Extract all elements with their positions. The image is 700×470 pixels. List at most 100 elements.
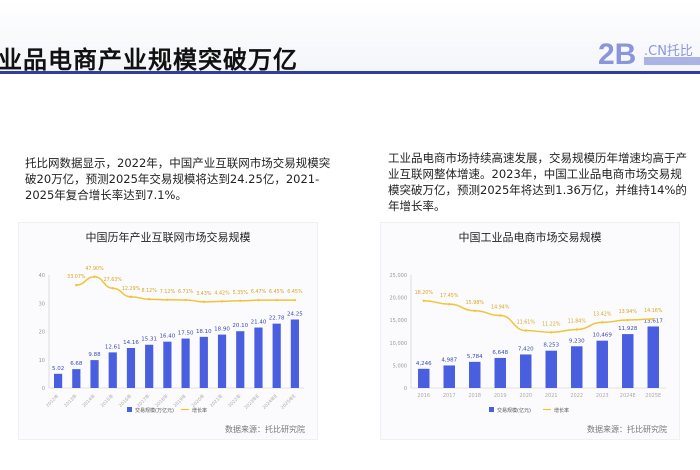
bar-data-label: 10,469	[593, 333, 613, 339]
x-tick-label: 2025年E	[279, 392, 297, 410]
bar-data-label: 9.88	[88, 352, 101, 358]
page-title: 业品电商产业规模突破万亿	[0, 46, 298, 74]
x-tick-label: 2018年	[153, 392, 170, 409]
x-tick-label: 2023	[596, 393, 609, 399]
growth-point	[147, 298, 151, 301]
growth-point	[184, 298, 187, 302]
chart-title: 中国工业品电商市场交易规模	[458, 231, 602, 244]
growth-point	[550, 331, 553, 334]
growth-data-label: 11.61%	[517, 320, 536, 326]
bar-data-label: 5.02	[52, 366, 64, 372]
growth-point	[220, 300, 224, 303]
growth-point	[626, 318, 629, 322]
logo: 2B .CN托比	[598, 38, 700, 72]
x-tick-label: 2025E	[645, 393, 661, 399]
y-tick-label: 10	[39, 358, 45, 364]
logo-mark: 2B	[598, 38, 637, 71]
x-tick-label: 2024年E	[261, 392, 279, 410]
growth-point	[422, 299, 425, 302]
x-tick-label: 2015年	[99, 392, 116, 409]
legend-bar-label: 交易规模(万亿元)	[135, 407, 174, 414]
bar	[108, 352, 117, 388]
x-tick-label: 2021	[545, 393, 558, 399]
bar	[254, 327, 263, 388]
growth-data-label: 3.43%	[196, 291, 212, 297]
growth-data-label: 12.29%	[122, 286, 141, 292]
x-tick-label: 2022年	[226, 392, 243, 409]
legend-bar-label: 交易规模(亿元)	[497, 407, 531, 414]
growth-data-label: 27.63%	[104, 277, 123, 283]
growth-data-label: 6.45%	[287, 289, 303, 295]
bar	[520, 354, 532, 388]
chart-source: 数据来源：托比研究院	[225, 425, 305, 434]
bar-data-label: 5,784	[467, 354, 483, 360]
growth-point	[257, 298, 260, 302]
growth-data-label: 6.47%	[251, 289, 267, 295]
bar	[236, 331, 245, 388]
logo-tagline-bar	[644, 57, 700, 65]
bar	[163, 341, 172, 388]
legend-bar-swatch	[489, 407, 494, 412]
growth-data-label: 7.12%	[160, 289, 176, 295]
y-tick-label: 20	[39, 330, 45, 336]
y-tick-label: 25,000	[390, 273, 408, 279]
bar-data-label: 14.16	[123, 340, 139, 346]
x-tick-label: 2019年	[172, 392, 189, 409]
bar-data-label: 11,928	[618, 326, 638, 332]
legend-bar-swatch	[127, 407, 132, 412]
growth-point	[129, 295, 133, 299]
x-tick-label: 2017	[443, 393, 456, 399]
growth-data-label: 47.90%	[85, 266, 104, 272]
bar	[494, 357, 506, 388]
x-tick-label: 2016	[417, 393, 430, 399]
growth-point	[93, 275, 96, 278]
growth-data-label: 6.45%	[269, 289, 285, 295]
x-tick-label: 2017年	[135, 392, 152, 409]
bar	[443, 365, 455, 388]
growth-point	[448, 302, 451, 306]
x-tick-label: 2012年	[44, 392, 61, 409]
right-paragraph: 工业品电商市场持续高速发展，交易规模历年增速均高于产业互联网整体增速。2023年…	[388, 151, 687, 213]
growth-data-label: 15.98%	[466, 300, 485, 306]
x-tick-label: 2014年	[81, 392, 98, 409]
bar-data-label: 16.40	[160, 334, 176, 340]
bar-data-label: 22.78	[269, 316, 285, 322]
chart-source: 数据来源：托比研究院	[587, 425, 667, 434]
chart-svg: 0 5,000 10,000 15,000 20,000 25,000 4,246 2016 4…	[390, 273, 666, 414]
growth-line	[423, 300, 654, 334]
growth-point	[111, 287, 114, 290]
x-tick-label: 2019	[494, 393, 507, 399]
bar-data-label: 17.50	[178, 331, 194, 337]
growth-data-label: 33.07%	[67, 274, 86, 280]
growth-data-label: 6.71%	[178, 289, 194, 295]
x-tick-label: 2023年E	[243, 392, 261, 410]
growth-data-label: 4.42%	[214, 290, 230, 296]
y-tick-label: 30	[39, 301, 45, 307]
growth-point	[75, 283, 78, 287]
x-tick-label: 2016年	[117, 392, 134, 409]
header: 业品电商产业规模突破万亿 2B .CN托比	[0, 0, 700, 74]
growth-point	[473, 309, 476, 312]
bar	[622, 334, 634, 388]
bar-data-label: 20.10	[232, 323, 248, 329]
industrial-ecommerce-chart: 中国工业品电商市场交易规模 0 5,000 10,000 15,000 20,000 25…	[380, 222, 680, 440]
bar-data-label: 6,648	[492, 350, 508, 356]
growth-point	[166, 298, 169, 301]
bar	[72, 369, 81, 388]
logo-text: .CN托比	[644, 44, 693, 59]
bar	[90, 360, 99, 388]
bar	[217, 334, 227, 388]
bar	[647, 326, 659, 388]
bar	[545, 350, 557, 388]
growth-data-label: 11.84%	[568, 319, 587, 325]
bar-data-label: 4,987	[441, 357, 457, 363]
bar	[145, 344, 154, 388]
growth-point	[601, 321, 604, 324]
bar	[54, 373, 63, 388]
growth-point	[202, 300, 206, 304]
y-tick-label: 10,000	[390, 341, 408, 347]
growth-data-label: 17.45%	[440, 293, 459, 299]
y-tick-label: 20,000	[390, 296, 408, 302]
bar	[181, 338, 190, 388]
bar-data-label: 15.31	[141, 337, 157, 343]
